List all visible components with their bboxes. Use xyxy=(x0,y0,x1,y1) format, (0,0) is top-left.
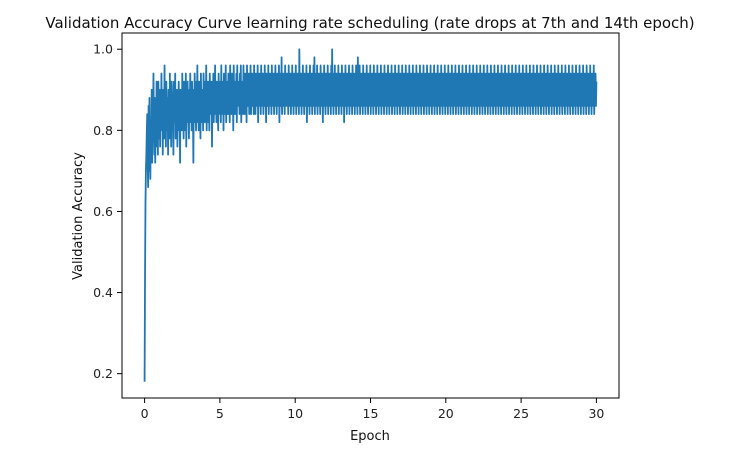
x-tick-label: 15 xyxy=(363,406,379,421)
x-tick-label: 30 xyxy=(588,406,604,421)
y-axis-label: Validation Accuracy xyxy=(71,152,86,280)
y-tick-label: 0.4 xyxy=(93,285,113,300)
x-tick-label: 10 xyxy=(287,406,303,421)
chart-title: Validation Accuracy Curve learning rate … xyxy=(45,14,694,32)
x-tick-label: 25 xyxy=(513,406,529,421)
y-axis-ticks: 0.2 0.4 0.6 0.8 1.0 xyxy=(93,42,122,381)
y-tick-label: 0.2 xyxy=(93,366,113,381)
y-tick-label: 1.0 xyxy=(93,42,113,57)
x-axis-ticks: 0 5 10 15 20 25 30 xyxy=(141,398,604,421)
y-tick-label: 0.8 xyxy=(93,123,113,138)
series-line-validation-accuracy xyxy=(143,48,598,382)
x-tick-label: 20 xyxy=(438,406,454,421)
x-axis-label: Epoch xyxy=(350,429,390,444)
x-tick-label: 0 xyxy=(141,406,149,421)
x-tick-label: 5 xyxy=(216,406,224,421)
y-tick-label: 0.6 xyxy=(93,204,113,219)
